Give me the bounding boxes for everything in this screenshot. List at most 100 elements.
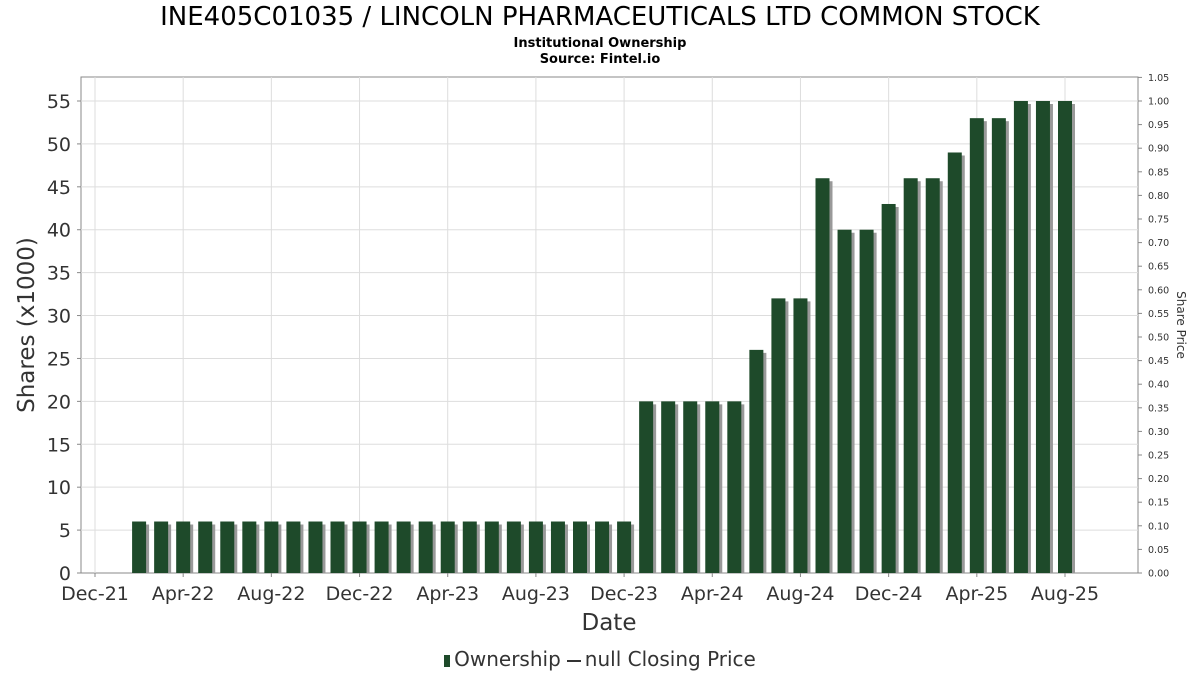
ownership-bar — [705, 401, 720, 573]
x-tick-label: Dec-23 — [590, 583, 658, 605]
ownership-bar — [639, 401, 654, 573]
y2-tick-label: 0.45 — [1148, 356, 1169, 367]
ownership-bar — [154, 521, 169, 573]
y-tick-label: 40 — [47, 220, 71, 242]
x-tick-label: Dec-24 — [855, 583, 923, 605]
closing-price-legend-swatch — [566, 659, 581, 662]
ownership-bar — [506, 521, 521, 573]
legend-closing-price: null Closing Price — [584, 647, 756, 671]
y-tick-label: 55 — [47, 91, 71, 113]
y-tick-label: 45 — [47, 177, 71, 199]
ownership-bar — [528, 521, 543, 573]
y2-tick-label: 0.25 — [1148, 451, 1169, 462]
y-tick-label: 5 — [59, 520, 71, 542]
ownership-bar — [595, 521, 610, 573]
ownership-bar — [1058, 101, 1072, 573]
y2-tick-label: 0.80 — [1148, 191, 1169, 202]
chart-source: Source: Fintel.io — [539, 52, 661, 67]
x-tick-label: Aug-23 — [502, 583, 570, 605]
y2-tick-label: 0.15 — [1148, 498, 1169, 509]
y2-tick-label: 0.50 — [1148, 333, 1169, 344]
y-tick-label: 30 — [47, 306, 71, 328]
x-tick-label: Apr-23 — [416, 583, 479, 605]
y-tick-label: 0 — [59, 563, 71, 585]
y2-tick-label: 0.70 — [1148, 238, 1169, 249]
legend: Ownership null Closing Price — [0, 647, 1200, 671]
ownership-bar — [969, 118, 984, 573]
ownership-bar — [881, 203, 896, 573]
y2-axis-title: Share Price — [1174, 291, 1188, 359]
ownership-legend-swatch — [444, 654, 451, 667]
ownership-bar — [462, 521, 477, 573]
ownership-bar — [374, 521, 389, 573]
y2-tick-label: 1.00 — [1148, 97, 1169, 108]
x-tick-label: Apr-25 — [945, 583, 1008, 605]
ownership-bar — [771, 298, 786, 573]
y2-tick-label: 1.05 — [1148, 73, 1169, 84]
y-tick-label: 20 — [47, 391, 71, 413]
ownership-bar — [573, 521, 587, 573]
ownership-bar — [550, 521, 565, 573]
ownership-bar — [749, 349, 764, 573]
x-tick-label: Aug-25 — [1031, 583, 1099, 605]
ownership-bar — [264, 521, 279, 573]
x-axis-title: Date — [582, 610, 637, 636]
y2-tick-label: 0.35 — [1148, 403, 1169, 414]
ownership-bar — [242, 521, 257, 573]
ownership-bar — [683, 401, 698, 573]
y-tick-label: 15 — [47, 434, 71, 456]
ownership-bar — [837, 229, 852, 573]
ownership-bar — [661, 401, 676, 573]
ownership-bar — [925, 178, 940, 573]
ownership-bar — [617, 521, 632, 573]
ownership-bar — [793, 298, 808, 573]
ownership-bar — [1013, 101, 1028, 573]
y2-tick-label: 0.20 — [1148, 474, 1169, 485]
ownership-bar — [815, 178, 830, 573]
ownership-bar — [352, 521, 367, 573]
y-axis-title: Shares (x1000) — [14, 237, 40, 413]
ownership-bar — [286, 521, 301, 573]
y-tick-label: 35 — [47, 263, 71, 285]
ownership-bar — [176, 521, 191, 573]
y2-tick-label: 0.60 — [1148, 285, 1169, 296]
ownership-bar — [1035, 101, 1050, 573]
ownership-bar — [220, 521, 235, 573]
ownership-bar — [198, 521, 213, 573]
y2-tick-label: 0.95 — [1148, 120, 1169, 131]
ownership-bar — [418, 521, 433, 573]
x-tick-label: Aug-24 — [766, 583, 834, 605]
y2-tick-label: 0.65 — [1148, 262, 1169, 273]
y2-tick-label: 0.75 — [1148, 215, 1169, 226]
ownership-bar — [132, 521, 147, 573]
legend-ownership: Ownership — [454, 647, 561, 671]
y-tick-label: 50 — [47, 134, 71, 156]
x-tick-label: Dec-22 — [326, 583, 394, 605]
chart-title: INE405C01035 / LINCOLN PHARMACEUTICALS L… — [160, 2, 1040, 32]
y2-tick-label: 0.55 — [1148, 309, 1169, 320]
x-tick-label: Dec-21 — [61, 583, 129, 605]
y-tick-label: 25 — [47, 348, 71, 370]
y2-tick-label: 0.40 — [1148, 380, 1169, 391]
ownership-bar — [947, 152, 962, 573]
chart-subtitle: Institutional Ownership — [513, 36, 687, 51]
ownership-bar — [440, 521, 455, 573]
y2-tick-label: 0.05 — [1148, 545, 1169, 556]
x-tick-label: Aug-22 — [237, 583, 305, 605]
ownership-bar — [991, 118, 1006, 573]
y2-tick-label: 0.00 — [1148, 569, 1169, 580]
ownership-bar — [484, 521, 499, 573]
x-tick-label: Apr-24 — [681, 583, 744, 605]
y2-tick-label: 0.90 — [1148, 144, 1169, 155]
y2-tick-label: 0.30 — [1148, 427, 1169, 438]
ownership-bar — [330, 521, 345, 573]
y2-tick-label: 0.10 — [1148, 521, 1169, 532]
ownership-bar — [903, 178, 918, 573]
y2-tick-label: 0.85 — [1148, 167, 1169, 178]
ownership-bar — [308, 521, 323, 573]
ownership-bar — [396, 521, 411, 573]
y-tick-label: 10 — [47, 477, 71, 499]
x-tick-label: Apr-22 — [152, 583, 215, 605]
ownership-bar — [859, 229, 874, 573]
